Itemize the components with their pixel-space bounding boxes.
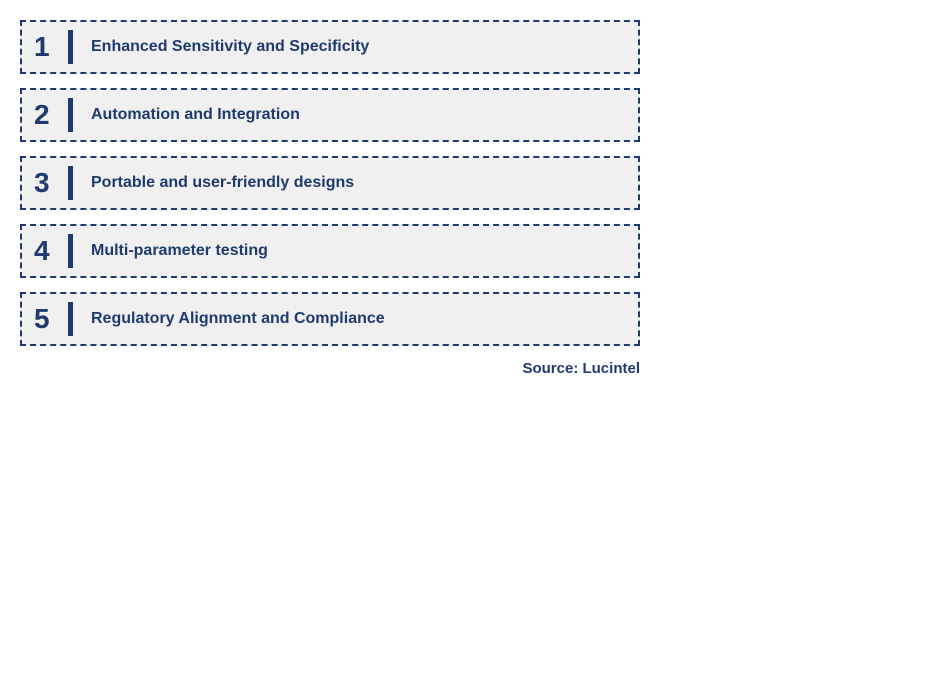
- item-label: Multi-parameter testing: [91, 242, 268, 260]
- list-item: 2 Automation and Integration: [20, 88, 640, 142]
- item-label: Regulatory Alignment and Compliance: [91, 310, 385, 328]
- item-number: 5: [34, 303, 68, 335]
- item-divider: [68, 166, 73, 200]
- item-label: Enhanced Sensitivity and Specificity: [91, 38, 369, 56]
- item-number: 3: [34, 167, 68, 199]
- item-number: 4: [34, 235, 68, 267]
- item-divider: [68, 30, 73, 64]
- list-item: 5 Regulatory Alignment and Compliance: [20, 292, 640, 346]
- list-item: 1 Enhanced Sensitivity and Specificity: [20, 20, 640, 74]
- list-item: 3 Portable and user-friendly designs: [20, 156, 640, 210]
- source-attribution: Source: Lucintel: [20, 360, 640, 377]
- item-divider: [68, 302, 73, 336]
- item-divider: [68, 98, 73, 132]
- infographic-list: 1 Enhanced Sensitivity and Specificity 2…: [0, 0, 660, 377]
- item-number: 2: [34, 99, 68, 131]
- list-item: 4 Multi-parameter testing: [20, 224, 640, 278]
- item-number: 1: [34, 31, 68, 63]
- item-label: Portable and user-friendly designs: [91, 174, 354, 192]
- item-label: Automation and Integration: [91, 106, 300, 124]
- item-divider: [68, 234, 73, 268]
